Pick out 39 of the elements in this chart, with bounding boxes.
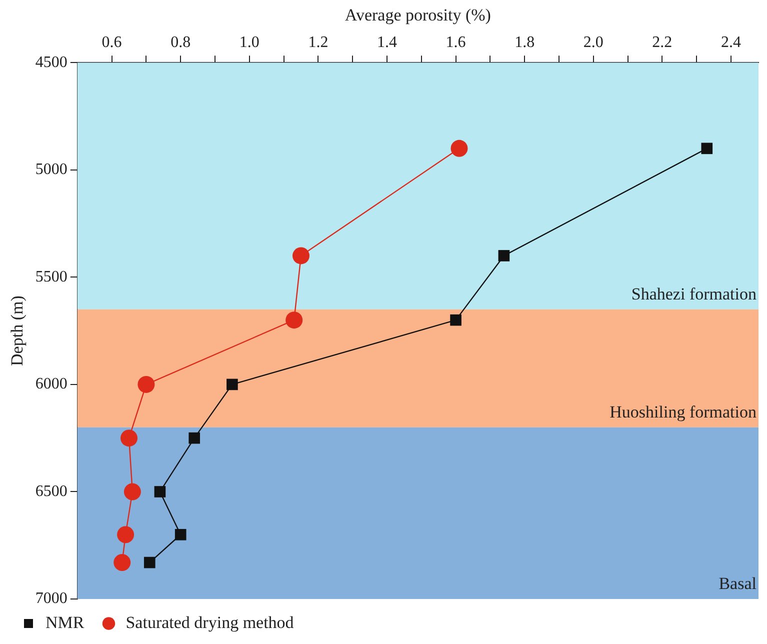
- point: [124, 483, 141, 500]
- x-tick-label: 2.4: [720, 34, 741, 52]
- x-tick-label: 1.0: [239, 34, 260, 52]
- x-tick-label: 0.6: [102, 34, 122, 52]
- point: [450, 140, 468, 157]
- x-tick-label: 1.4: [376, 34, 397, 52]
- x-tick-label: 1.8: [514, 34, 535, 52]
- x-tick-label: 0.8: [170, 34, 191, 52]
- y-axis-title: Depth (m): [8, 296, 27, 366]
- band-label: Huoshiling formation: [610, 402, 757, 422]
- point: [154, 486, 166, 498]
- point: [226, 378, 238, 390]
- point: [114, 554, 131, 572]
- x-axis-title: Average porosity (%): [344, 6, 491, 25]
- y-tick-label: 6500: [35, 482, 68, 500]
- point: [292, 247, 310, 264]
- legend-label: Saturated drying method: [126, 612, 294, 632]
- band-label: Shahezi formation: [631, 284, 757, 304]
- point: [286, 312, 303, 329]
- y-tick-label: 6000: [35, 376, 68, 393]
- y-tick-label: 4500: [35, 54, 68, 71]
- point: [188, 432, 200, 444]
- x-tick-label: 1.2: [308, 34, 328, 52]
- point: [120, 430, 138, 447]
- x-tick-label: 1.6: [446, 34, 466, 52]
- x-tick-label: 2.0: [583, 34, 604, 52]
- band-label: Basal: [718, 574, 757, 593]
- point: [174, 528, 186, 540]
- y-tick-label: 7000: [35, 590, 68, 608]
- point: [117, 526, 134, 544]
- y-tick-label: 5500: [35, 268, 68, 286]
- point: [701, 142, 713, 154]
- point: [138, 376, 155, 393]
- y-tick-label: 5000: [35, 161, 68, 178]
- point: [450, 314, 462, 326]
- point: [498, 250, 510, 262]
- x-tick-label: 2.2: [652, 34, 672, 52]
- legend-label: NMR: [46, 612, 85, 632]
- point: [144, 556, 156, 568]
